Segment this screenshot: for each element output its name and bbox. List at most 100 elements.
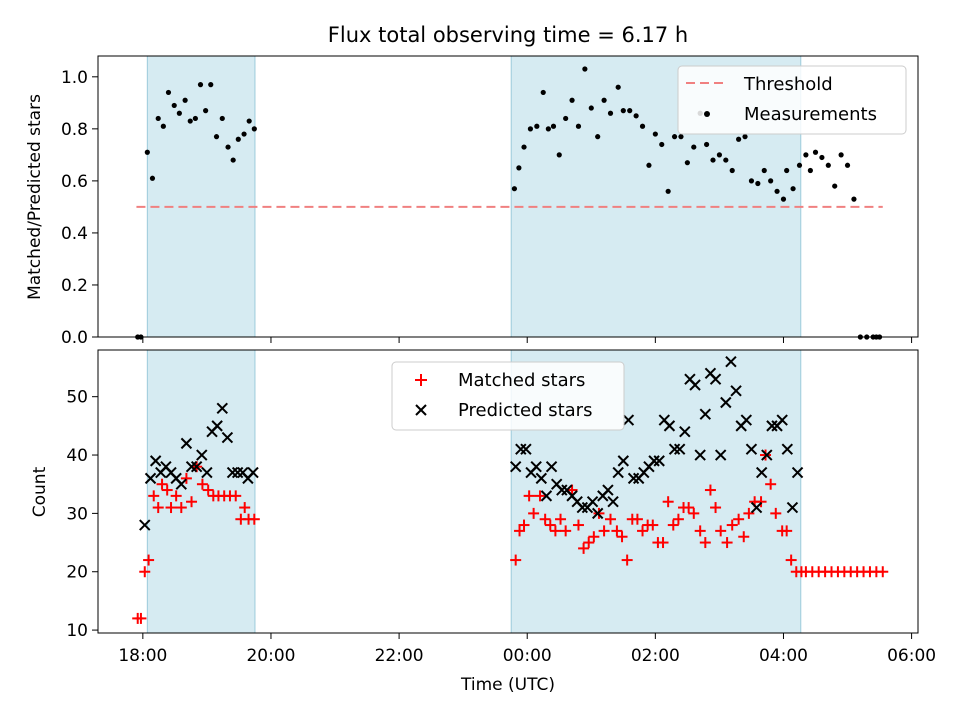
predicted-star-point bbox=[786, 501, 799, 514]
matched-star-point bbox=[196, 478, 208, 490]
matched-star-point bbox=[710, 502, 722, 514]
measurement-point bbox=[768, 178, 774, 184]
matched-star-point bbox=[560, 525, 572, 537]
predicted-star-point bbox=[540, 490, 553, 502]
top-legend: Threshold Measurements bbox=[677, 65, 907, 135]
measurement-point bbox=[723, 157, 729, 163]
measurement-point bbox=[803, 152, 809, 158]
top-panel: 0.0 0.2 0.4 0.6 0.8 1.0 Matched/Predicted sta… bbox=[25, 55, 919, 348]
measurement-point bbox=[230, 157, 236, 163]
bottom-x-ticks: 18:00 20:00 22:00 00:00 02:00 04:00 06:00 bbox=[118, 633, 936, 666]
predicted-star-point bbox=[791, 466, 804, 479]
predicted-star-point bbox=[602, 484, 614, 496]
top-y-tick-label: 0.0 bbox=[61, 328, 88, 348]
x-tick-label: 00:00 bbox=[503, 646, 552, 666]
measurement-point bbox=[748, 178, 755, 184]
matched-star-point bbox=[699, 537, 711, 549]
matched-star-point bbox=[683, 502, 695, 514]
predicted-star-point bbox=[216, 402, 228, 415]
predicted-star-point bbox=[673, 443, 686, 455]
measurement-point bbox=[819, 154, 825, 161]
predicted-star-point bbox=[175, 478, 187, 490]
predicted-star-point bbox=[226, 466, 239, 479]
measurement-point bbox=[729, 167, 735, 174]
measurement-point bbox=[784, 167, 790, 174]
measurement-point bbox=[671, 134, 678, 140]
measurement-point bbox=[144, 149, 150, 155]
measurement-point bbox=[575, 123, 582, 129]
matched-star-point bbox=[715, 525, 727, 537]
predicted-star-point bbox=[515, 443, 527, 455]
measurement-point bbox=[838, 152, 844, 158]
measurement-point bbox=[521, 144, 527, 150]
top-y-tick-label: 0.6 bbox=[61, 172, 88, 192]
matched-star-point bbox=[631, 513, 643, 525]
bottom-y-tick-label: 40 bbox=[66, 446, 88, 466]
predicted-star-point bbox=[668, 443, 681, 455]
measurement-point bbox=[563, 115, 569, 122]
matched-star-point bbox=[175, 502, 187, 514]
matched-star-point bbox=[534, 490, 546, 502]
matched-star-point bbox=[139, 566, 151, 578]
measurement-point bbox=[633, 113, 639, 119]
legend-matched-swatch bbox=[415, 374, 427, 386]
x-tick-label: 20:00 bbox=[246, 646, 295, 666]
bottom-y-axis-label: Count bbox=[30, 466, 50, 517]
shaded-interval-0 bbox=[146, 349, 256, 634]
measurement-point bbox=[652, 131, 658, 137]
top-y-tick-label: 0.8 bbox=[61, 120, 88, 140]
measurement-point bbox=[615, 84, 621, 90]
measurement-point bbox=[761, 167, 767, 174]
measurement-point bbox=[812, 149, 819, 155]
measurement-point bbox=[710, 157, 716, 163]
matched-star-point bbox=[510, 554, 522, 566]
measurement-point bbox=[550, 123, 557, 129]
matched-star-point bbox=[657, 537, 669, 549]
matched-star-point bbox=[647, 519, 659, 531]
measurement-point bbox=[742, 134, 748, 140]
predicted-star-point bbox=[211, 420, 223, 432]
matched-star-point bbox=[549, 525, 561, 537]
predicted-star-point bbox=[750, 501, 763, 514]
predicted-star-point bbox=[761, 449, 773, 461]
measurement-point bbox=[582, 66, 588, 72]
matched-star-point bbox=[738, 531, 750, 543]
x-tick-label: 18:00 bbox=[118, 646, 167, 666]
matched-star-point bbox=[588, 531, 600, 543]
measurement-point bbox=[235, 136, 241, 142]
predicted-star-point bbox=[509, 460, 522, 473]
measurement-point bbox=[639, 123, 646, 129]
predicted-star-point bbox=[627, 472, 640, 485]
measurement-point bbox=[176, 110, 182, 116]
predicted-star-point bbox=[725, 355, 737, 368]
matched-star-point bbox=[605, 513, 616, 525]
predicted-star-point bbox=[781, 443, 794, 455]
matched-star-point bbox=[765, 478, 777, 490]
matched-star-point bbox=[528, 507, 540, 519]
x-tick-label: 06:00 bbox=[887, 646, 936, 666]
top-y-tick-label: 0.4 bbox=[61, 224, 88, 244]
measurement-point bbox=[588, 105, 594, 111]
measurement-point bbox=[620, 108, 626, 114]
top-y-axis-label: Matched/Predicted stars bbox=[25, 94, 45, 300]
predicted-star-point bbox=[714, 449, 727, 461]
predicted-star-point bbox=[612, 466, 624, 479]
measurement-point bbox=[208, 82, 214, 88]
matched-star-point bbox=[135, 612, 147, 624]
measurement-point bbox=[691, 144, 697, 150]
measurement-point bbox=[716, 152, 723, 158]
top-axes-frame bbox=[97, 55, 919, 338]
bottom-y-tick-label: 20 bbox=[66, 563, 88, 583]
measurement-point bbox=[832, 183, 838, 189]
legend-matched-label: Matched stars bbox=[458, 370, 585, 391]
matched-star-point bbox=[544, 519, 556, 531]
predicted-star-point bbox=[545, 460, 558, 473]
matched-star-point bbox=[156, 478, 168, 490]
matched-star-point bbox=[598, 525, 610, 537]
measurement-point bbox=[774, 188, 780, 194]
measurement-point bbox=[607, 110, 614, 116]
matched-star-point bbox=[152, 502, 164, 514]
x-tick-label: 02:00 bbox=[631, 646, 680, 666]
predicted-star-point bbox=[766, 420, 778, 432]
